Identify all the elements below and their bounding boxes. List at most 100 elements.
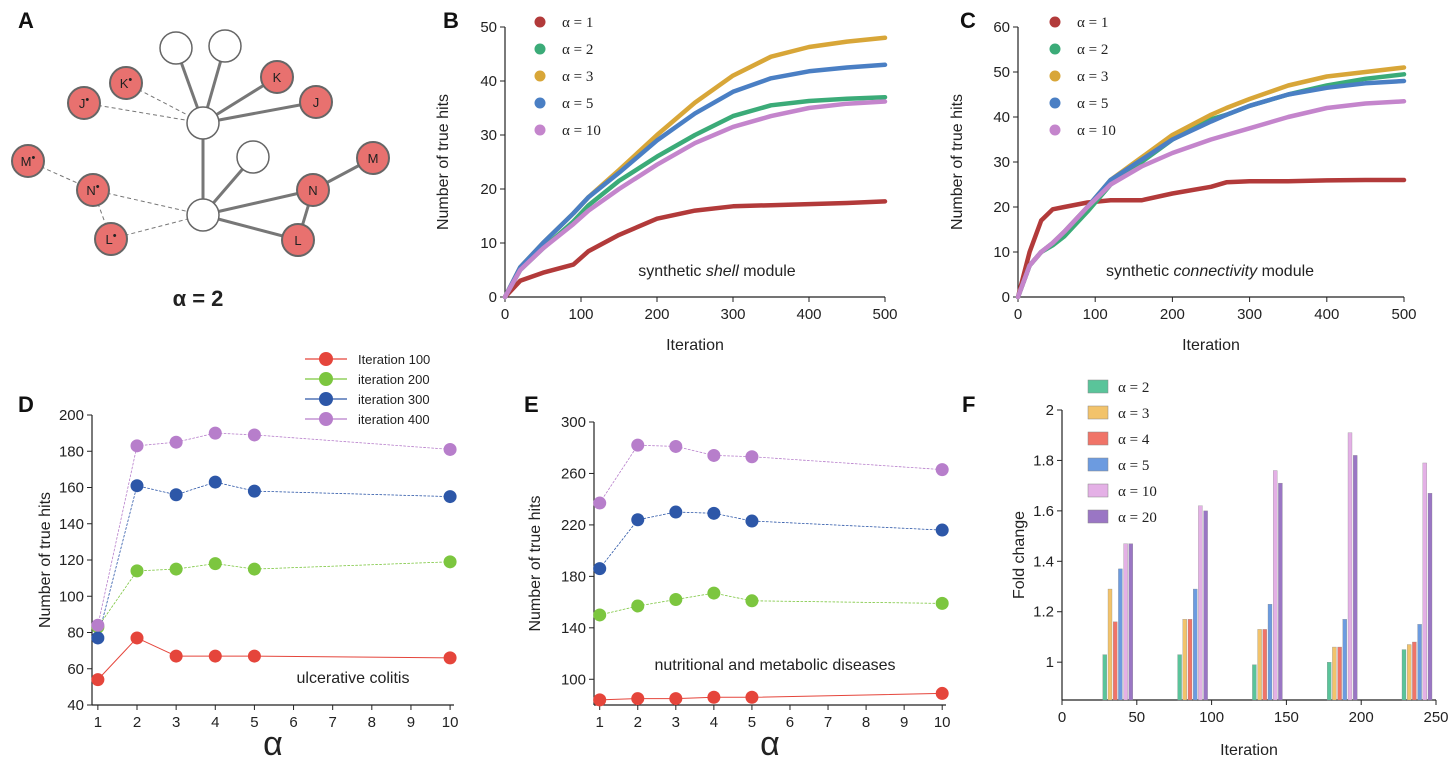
hub-node bbox=[186, 106, 220, 140]
series-line bbox=[599, 511, 943, 569]
data-point bbox=[443, 442, 457, 456]
data-point bbox=[935, 523, 949, 537]
hub-node bbox=[208, 29, 242, 63]
bar bbox=[1193, 588, 1198, 701]
bar bbox=[1267, 604, 1273, 701]
data-point bbox=[208, 649, 222, 663]
x-tick-label: 8 bbox=[368, 714, 376, 731]
x-tick-label: 200 bbox=[1160, 306, 1185, 323]
data-point bbox=[130, 479, 144, 493]
legend-label: α = 2 bbox=[1077, 42, 1108, 58]
y-tick-label: 20 bbox=[993, 199, 1010, 216]
legend-label: iteration 400 bbox=[358, 412, 430, 427]
legend-marker bbox=[319, 392, 333, 406]
x-tick-label: 10 bbox=[934, 714, 951, 731]
red-nodes: K• J• M• N• L• K bbox=[11, 60, 390, 257]
bar bbox=[1327, 662, 1332, 701]
bar bbox=[1113, 621, 1118, 701]
legend-label: Iteration 100 bbox=[358, 352, 430, 367]
panel-letter-f: F bbox=[962, 392, 975, 417]
y-tick-label: 60 bbox=[993, 19, 1010, 36]
series-line bbox=[502, 199, 888, 300]
bar bbox=[1401, 649, 1407, 701]
x-tick-label: 2 bbox=[133, 714, 141, 731]
data-point bbox=[669, 593, 683, 607]
data-point bbox=[91, 673, 105, 687]
y-tick-label: 40 bbox=[993, 109, 1010, 126]
bar bbox=[1107, 588, 1113, 701]
series-line bbox=[97, 432, 451, 626]
data-point bbox=[669, 692, 683, 706]
y-tick-label: 1.8 bbox=[1033, 452, 1054, 469]
data-point bbox=[631, 513, 645, 527]
series-line bbox=[599, 592, 943, 616]
y-tick-label: 40 bbox=[67, 697, 84, 714]
data-point bbox=[130, 631, 144, 645]
legend-label: α = 1 bbox=[1077, 15, 1108, 31]
bar bbox=[1123, 543, 1128, 701]
node-j-star: J• bbox=[67, 86, 101, 120]
data-point bbox=[669, 505, 683, 519]
y-tick-label: 180 bbox=[561, 568, 586, 585]
data-point bbox=[593, 693, 607, 707]
y-tick-label: 2 bbox=[1046, 402, 1054, 419]
x-tick-label: 400 bbox=[796, 306, 821, 323]
legend-label: iteration 200 bbox=[358, 372, 430, 387]
panel-letter-e: E bbox=[524, 392, 539, 417]
y-tick-label: 180 bbox=[59, 443, 84, 460]
dashed-edge bbox=[83, 102, 204, 124]
legend-marker bbox=[534, 70, 546, 82]
legend-marker bbox=[1087, 457, 1109, 472]
x-tick-label: 5 bbox=[250, 714, 258, 731]
legend-label: α = 10 bbox=[1118, 484, 1157, 500]
y-tick-label: 140 bbox=[59, 516, 84, 533]
y-axis-title: Number of true hits bbox=[37, 492, 54, 628]
legend-marker bbox=[1087, 483, 1109, 498]
bar bbox=[1118, 568, 1123, 701]
data-point bbox=[593, 496, 607, 510]
annotation-part: synthetic bbox=[638, 263, 706, 280]
data-point bbox=[745, 514, 759, 528]
bar bbox=[1262, 629, 1267, 701]
legend-label: α = 5 bbox=[1118, 458, 1149, 474]
panel-letter-c: C bbox=[960, 8, 976, 33]
annotation-italic: shell bbox=[706, 263, 739, 280]
data-point bbox=[593, 608, 607, 622]
x-tick-label: 200 bbox=[644, 306, 669, 323]
legend-label: α = 5 bbox=[562, 96, 593, 112]
bar bbox=[1347, 432, 1353, 701]
legend-marker bbox=[1049, 43, 1061, 55]
panel-letter-b: B bbox=[443, 8, 459, 33]
x-tick-label: 0 bbox=[1014, 306, 1022, 323]
bar bbox=[1128, 543, 1133, 701]
series-line bbox=[502, 62, 888, 300]
x-tick-label: 1 bbox=[94, 714, 102, 731]
x-tick-label: 300 bbox=[1237, 306, 1262, 323]
data-point bbox=[631, 692, 645, 706]
x-axis-title: Iteration bbox=[666, 337, 724, 354]
svg-text:J: J bbox=[313, 95, 320, 110]
y-tick-label: 140 bbox=[561, 620, 586, 637]
legend-marker bbox=[319, 412, 333, 426]
bar bbox=[1422, 462, 1427, 701]
data-point bbox=[169, 488, 183, 502]
dashed-edges bbox=[27, 82, 204, 240]
x-tick-label: 10 bbox=[442, 714, 459, 731]
data-point bbox=[631, 599, 645, 613]
data-point bbox=[745, 690, 759, 704]
series-line bbox=[599, 444, 943, 504]
chart-annotation: ulcerative colitis bbox=[297, 670, 410, 687]
legend-marker bbox=[534, 43, 546, 55]
y-tick-label: 30 bbox=[993, 154, 1010, 171]
legend-marker bbox=[319, 352, 333, 366]
data-point bbox=[935, 596, 949, 610]
data-point bbox=[669, 439, 683, 453]
data-point bbox=[247, 428, 261, 442]
y-tick-label: 0 bbox=[489, 289, 497, 306]
x-tick-label: 6 bbox=[786, 714, 794, 731]
y-tick-label: 60 bbox=[67, 661, 84, 678]
bar bbox=[1198, 505, 1203, 701]
x-axis-title: α bbox=[760, 725, 780, 761]
legend-marker bbox=[1087, 379, 1109, 394]
